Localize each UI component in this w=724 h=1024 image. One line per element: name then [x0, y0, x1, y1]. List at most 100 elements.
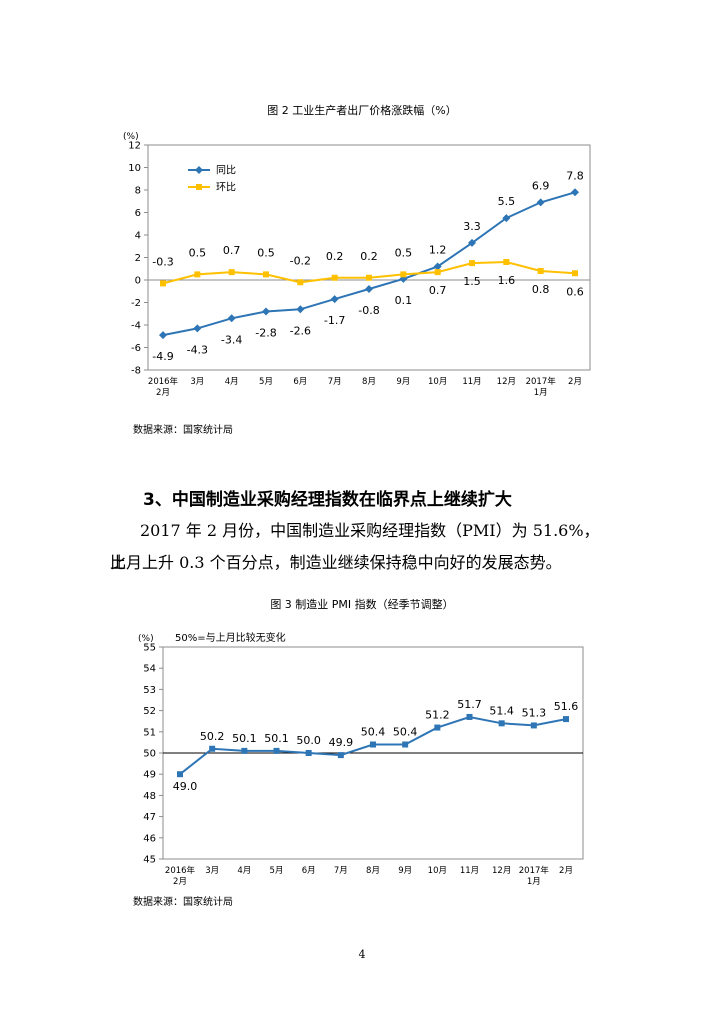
- x-tick-label: 2017年: [519, 865, 550, 876]
- data-label: 1.6: [498, 274, 516, 287]
- y-tick-label: 4: [135, 231, 141, 242]
- data-point: [468, 238, 476, 247]
- legend-label: 同比: [216, 165, 236, 177]
- y-tick-label: -2: [131, 298, 141, 309]
- y-tick-label: 8: [135, 186, 141, 197]
- data-point: [273, 747, 280, 754]
- y-tick-label: 12: [128, 141, 141, 152]
- data-point: [330, 295, 339, 304]
- paragraph-text-1: 2017 年 2 月份，中国制造业采购经理指数（PMI）为 51.6%，比: [110, 521, 600, 572]
- data-point: [227, 314, 236, 323]
- data-label: 50.2: [200, 730, 225, 743]
- data-label: 1.5: [463, 275, 481, 288]
- data-label: 0.5: [189, 246, 207, 259]
- x-tick-label: 2016年: [165, 865, 196, 876]
- paragraph-line-2: 上月上升 0.3 个百分点，制造业继续保持稳中向好的发展态势。: [110, 553, 562, 572]
- data-label: -2.8: [255, 327, 276, 340]
- x-tick-label: 9月: [396, 377, 410, 387]
- y-tick-label: -4: [131, 321, 141, 332]
- data-point: [370, 741, 376, 748]
- figure2-title: 图 2 工业生产者出厂价格涨跌幅（%）: [267, 104, 457, 117]
- data-point: [159, 331, 167, 340]
- x-tick-label: 12月: [497, 377, 516, 387]
- y-tick-label: 0: [135, 276, 141, 287]
- data-label: 50.1: [232, 732, 257, 745]
- data-label: 50.0: [296, 734, 321, 747]
- y-unit-label: (%): [138, 634, 154, 644]
- data-label: 51.6: [554, 700, 579, 713]
- section-heading: 3、中国制造业采购经理指数在临界点上继续扩大: [143, 490, 512, 510]
- x-tick-label: 1月: [534, 388, 548, 398]
- data-label: 6.9: [532, 179, 550, 192]
- y-tick-label: 47: [143, 812, 156, 823]
- data-label: 51.7: [457, 698, 482, 711]
- data-point: [194, 271, 201, 278]
- data-point: [434, 269, 441, 276]
- page-number: 4: [358, 948, 366, 961]
- data-point: [502, 214, 511, 223]
- x-tick-label: 10月: [428, 377, 447, 387]
- y-tick-label: 50: [143, 749, 156, 760]
- x-tick-label: 11月: [462, 377, 481, 387]
- data-label: 5.5: [498, 195, 516, 208]
- data-point: [563, 716, 569, 723]
- x-tick-label: 5月: [270, 866, 284, 876]
- y-tick-label: 52: [143, 706, 156, 717]
- data-label: 0.7: [223, 244, 241, 257]
- data-label: 49.0: [173, 780, 198, 793]
- data-point: [366, 274, 372, 281]
- y-unit-label: (%): [123, 132, 139, 142]
- data-point: [536, 198, 545, 207]
- data-label: -2.6: [290, 324, 311, 337]
- data-label: 50.1: [264, 732, 289, 745]
- data-label: 51.2: [425, 709, 450, 722]
- data-point: [400, 271, 407, 278]
- data-label: 0.6: [566, 285, 584, 298]
- y-tick-label: 53: [143, 685, 156, 696]
- y-tick-label: 49: [143, 770, 156, 781]
- data-point: [331, 274, 338, 281]
- x-tick-label: 2017年: [526, 376, 557, 387]
- x-tick-label: 5月: [259, 377, 273, 387]
- legend-label: 环比: [216, 182, 236, 194]
- data-label: -0.3: [152, 255, 173, 268]
- data-label: -0.8: [358, 304, 379, 317]
- data-point: [433, 262, 442, 271]
- y-tick-label: 55: [143, 643, 156, 654]
- x-tick-label: 1月: [527, 877, 541, 887]
- y-tick-label: 54: [143, 664, 156, 675]
- data-point: [498, 720, 505, 727]
- y-tick-label: -8: [131, 366, 141, 377]
- x-tick-label: 3月: [190, 377, 204, 387]
- figure3-source: 数据来源：国家统计局: [133, 897, 233, 908]
- x-tick-label: 3月: [205, 866, 219, 876]
- x-tick-label: 2月: [156, 388, 170, 398]
- y-tick-label: 6: [135, 208, 141, 219]
- y-tick-label: 45: [143, 855, 156, 866]
- data-label: 0.7: [429, 284, 447, 297]
- x-tick-label: 12月: [492, 866, 511, 876]
- figure3-title: 图 3 制造业 PMI 指数（经季节调整）: [270, 598, 454, 611]
- x-tick-label: 2016年: [148, 376, 179, 387]
- data-label: 0.1: [395, 294, 413, 307]
- data-point: [209, 745, 216, 752]
- data-label: 50.4: [393, 726, 418, 739]
- x-tick-label: 2月: [568, 377, 582, 387]
- data-label: 0.5: [395, 246, 413, 259]
- data-label: 7.8: [566, 169, 584, 182]
- data-point: [297, 279, 304, 286]
- data-label: 0.5: [257, 246, 275, 259]
- x-tick-label: 2月: [559, 866, 573, 876]
- legend-marker: [196, 184, 202, 190]
- data-label: -0.2: [290, 254, 311, 267]
- x-tick-label: 11月: [460, 866, 479, 876]
- data-point: [241, 747, 248, 754]
- x-tick-label: 7月: [334, 866, 348, 876]
- data-label: 50.4: [361, 726, 386, 739]
- data-point: [469, 260, 475, 267]
- data-label: 1.2: [429, 244, 447, 257]
- data-point: [262, 307, 270, 316]
- y-tick-label: 2: [135, 253, 141, 264]
